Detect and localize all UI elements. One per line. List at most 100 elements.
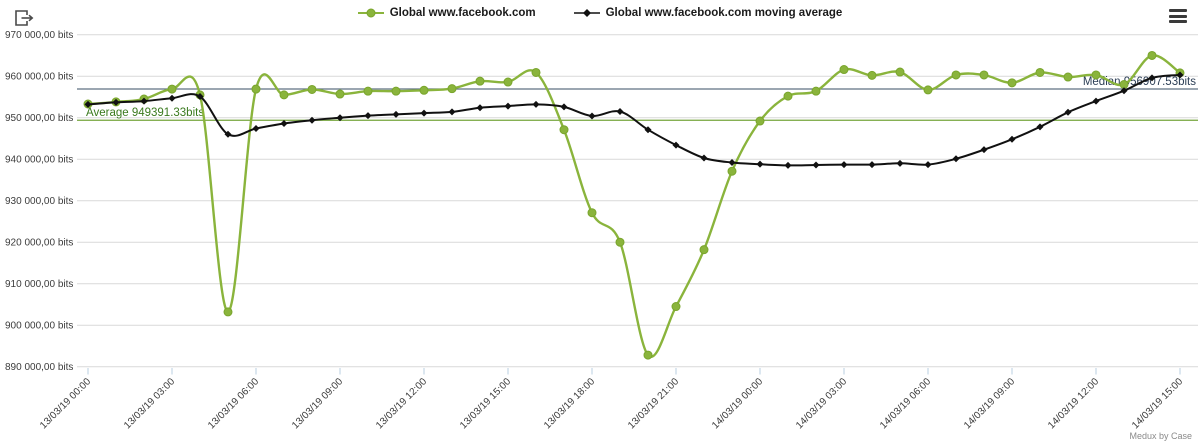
data-point-diamond: [280, 120, 288, 128]
data-point-diamond: [336, 114, 344, 122]
data-point-circle: [307, 84, 317, 94]
x-axis-label: 14/03/19 00:00: [710, 376, 765, 431]
y-axis-label: 930 000,00 bits: [5, 196, 73, 207]
data-point-diamond: [924, 161, 932, 169]
x-axis-label: 14/03/19 06:00: [878, 376, 933, 431]
y-axis-label: 960 000,00 bits: [5, 72, 73, 83]
x-axis-label: 13/03/19 12:00: [374, 376, 429, 431]
data-point-circle: [615, 237, 625, 247]
data-point-circle: [867, 70, 877, 80]
data-point-diamond: [224, 130, 232, 138]
y-axis-label: 890 000,00 bits: [5, 362, 73, 373]
data-point-circle: [335, 89, 345, 99]
data-point-diamond: [1092, 97, 1100, 105]
data-point-diamond: [532, 100, 540, 108]
data-point-diamond: [308, 116, 316, 124]
x-axis-label: 13/03/19 21:00: [626, 376, 681, 431]
export-icon: [15, 10, 34, 26]
data-point-diamond: [168, 94, 176, 102]
data-point-diamond: [1120, 87, 1128, 95]
data-point-diamond: [980, 146, 988, 154]
data-point-circle: [1035, 67, 1045, 77]
data-point-diamond: [784, 161, 792, 169]
data-point-diamond: [504, 102, 512, 110]
data-point-diamond: [1036, 123, 1044, 131]
data-point-diamond: [1148, 74, 1156, 82]
data-point-diamond: [672, 141, 680, 149]
data-point-circle: [671, 302, 681, 312]
x-axis-label: 13/03/19 09:00: [290, 376, 345, 431]
data-point-diamond: [812, 161, 820, 169]
y-axis-label: 910 000,00 bits: [5, 279, 73, 290]
data-point-circle: [559, 125, 569, 135]
data-point-circle: [503, 77, 513, 87]
x-axis-label: 14/03/19 15:00: [1130, 376, 1185, 431]
data-point-circle: [1007, 78, 1017, 88]
legend: Global www.facebook.com Global www.faceb…: [0, 7, 1200, 19]
data-point-diamond: [420, 109, 428, 117]
y-axis-label: 900 000,00 bits: [5, 321, 73, 332]
y-axis-label: 970 000,00 bits: [5, 30, 73, 41]
data-point-circle: [699, 245, 709, 255]
data-point-diamond: [448, 108, 456, 116]
legend-item-moving-average[interactable]: Global www.facebook.com moving average: [573, 7, 842, 19]
x-axis-label: 13/03/19 06:00: [206, 376, 261, 431]
data-point-diamond: [616, 107, 624, 115]
data-point-diamond: [1064, 108, 1072, 116]
data-point-diamond: [560, 103, 568, 111]
data-point-circle: [531, 67, 541, 77]
data-point-diamond: [700, 154, 708, 162]
data-point-diamond: [140, 97, 148, 105]
data-point-circle: [587, 208, 597, 218]
data-point-diamond: [952, 155, 960, 163]
x-axis-label: 13/03/19 18:00: [542, 376, 597, 431]
legend-item-facebook[interactable]: Global www.facebook.com: [357, 7, 536, 19]
data-point-circle: [447, 84, 457, 94]
data-point-diamond: [364, 112, 372, 120]
data-point-circle: [811, 86, 821, 96]
data-point-circle: [1147, 50, 1157, 60]
circle-marker-icon: [357, 8, 384, 18]
data-point-circle: [223, 307, 233, 317]
data-point-circle: [755, 116, 765, 126]
x-axis-label: 13/03/19 00:00: [38, 376, 93, 431]
x-axis-label: 13/03/19 15:00: [458, 376, 513, 431]
average-label: Average 949391.33bits: [86, 107, 204, 119]
x-axis-label: 14/03/19 12:00: [1046, 376, 1101, 431]
data-point-diamond: [868, 161, 876, 169]
data-point-circle: [475, 76, 485, 86]
y-axis-label: 950 000,00 bits: [5, 113, 73, 124]
data-point-diamond: [392, 110, 400, 118]
data-point-circle: [895, 67, 905, 77]
chart-menu-button[interactable]: [1169, 9, 1187, 23]
y-axis-label: 940 000,00 bits: [5, 155, 73, 166]
export-button[interactable]: [12, 6, 36, 30]
data-point-circle: [251, 84, 261, 94]
data-point-circle: [643, 350, 653, 360]
data-point-circle: [167, 84, 177, 94]
data-point-diamond: [84, 100, 92, 108]
data-point-diamond: [728, 159, 736, 167]
data-point-circle: [727, 166, 737, 176]
data-point-diamond: [644, 126, 652, 134]
branding-text: Medux by Case: [1129, 431, 1192, 441]
data-point-diamond: [840, 161, 848, 169]
data-point-diamond: [1176, 71, 1184, 79]
data-point-circle: [391, 86, 401, 96]
data-point-circle: [1063, 72, 1073, 82]
y-axis-label: 920 000,00 bits: [5, 238, 73, 249]
data-point-diamond: [196, 93, 204, 101]
data-point-circle: [923, 85, 933, 95]
data-point-circle: [1091, 70, 1101, 80]
data-point-circle: [279, 90, 289, 100]
data-point-circle: [783, 91, 793, 101]
data-point-diamond: [112, 98, 120, 106]
data-point-diamond: [1008, 135, 1016, 143]
data-point-diamond: [896, 159, 904, 167]
x-axis-label: 14/03/19 09:00: [962, 376, 1017, 431]
data-point-circle: [979, 70, 989, 80]
data-point-circle: [363, 86, 373, 96]
legend-label: Global www.facebook.com: [389, 7, 536, 19]
